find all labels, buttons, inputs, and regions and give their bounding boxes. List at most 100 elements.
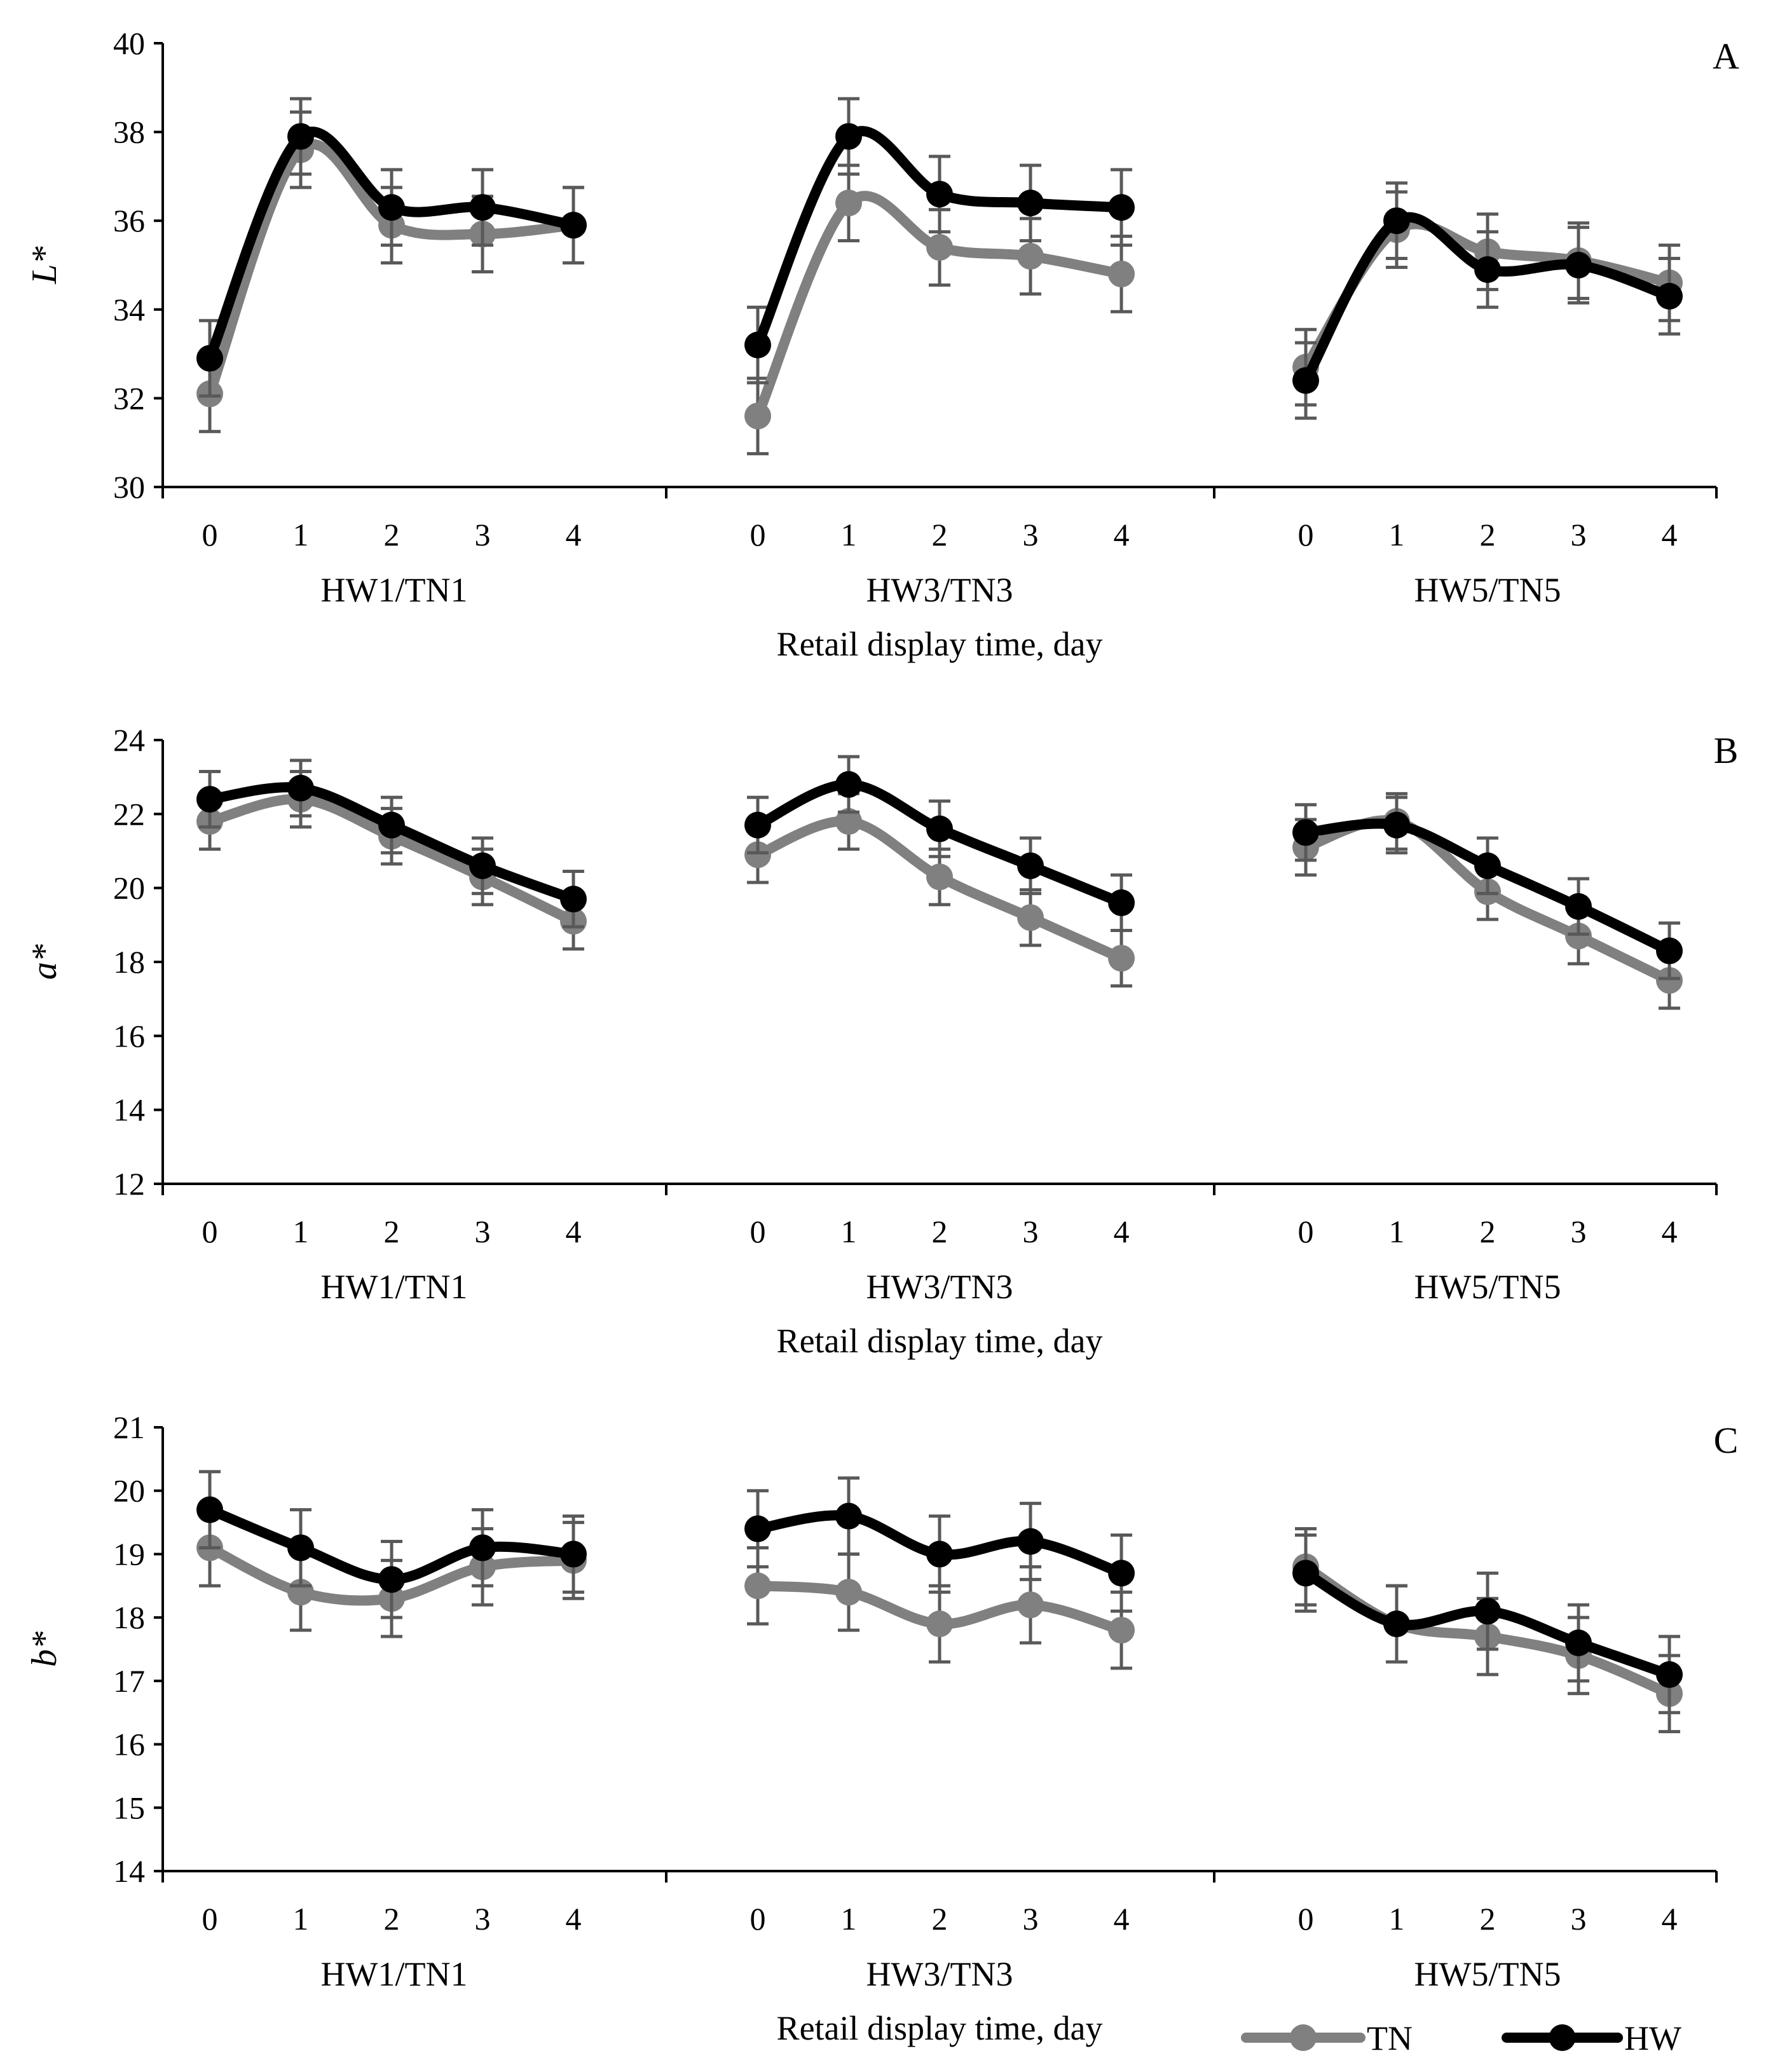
x-tick-label: 4 (1114, 517, 1130, 552)
data-point (835, 1579, 862, 1606)
x-tick-label: 0 (1298, 517, 1314, 552)
data-point (1565, 923, 1592, 950)
y-tick-label: 14 (113, 1092, 145, 1128)
y-tick-label: 22 (113, 796, 145, 832)
data-point (469, 852, 496, 879)
x-tick-label: 0 (202, 1214, 218, 1249)
data-point (744, 1572, 771, 1600)
series-HW (196, 97, 587, 398)
data-point (1017, 189, 1044, 217)
x-axis-title: Retail display time, day (777, 1322, 1103, 1360)
data-point (560, 212, 587, 239)
x-tick-label: 2 (384, 517, 400, 552)
legend-label: HW (1624, 2019, 1681, 2057)
y-tick-label: 32 (113, 380, 145, 416)
x-tick-label: 4 (566, 517, 582, 552)
legend-label: TN (1367, 2019, 1413, 2057)
data-point (1108, 1617, 1135, 1644)
group-HW5/TN5: 0 1 2 3 4 HW5/TN5 (1292, 792, 1683, 1306)
x-tick-label: 0 (202, 1901, 218, 1937)
data-point (1656, 967, 1683, 994)
data-point (835, 123, 862, 150)
data-point (1292, 1560, 1319, 1587)
x-tick-label: 2 (1480, 517, 1496, 552)
data-point (1565, 1629, 1592, 1657)
legend-item-TN: TN (1241, 2019, 1413, 2057)
group-label: HW3/TN3 (866, 571, 1013, 609)
data-point (744, 1515, 771, 1542)
x-tick-label: 0 (750, 517, 766, 552)
data-point (1108, 889, 1135, 916)
x-tick-label: 1 (841, 1901, 857, 1937)
legend-marker (1290, 2024, 1317, 2051)
data-point (1565, 252, 1592, 278)
y-tick-label: 21 (113, 1410, 145, 1445)
data-point (744, 402, 771, 430)
data-point (1383, 207, 1410, 235)
x-tick-label: 3 (475, 1214, 491, 1249)
data-point (1017, 852, 1044, 879)
y-tick-label: 14 (113, 1853, 145, 1889)
x-tick-label: 2 (932, 1901, 948, 1937)
x-tick-label: 1 (293, 517, 309, 552)
x-tick-label: 1 (841, 1214, 857, 1249)
y-tick-label: 36 (113, 203, 145, 238)
group-HW1/TN1: 0 1 2 3 4 HW1/TN1 (196, 97, 587, 609)
data-point (196, 786, 223, 813)
series-HW (1292, 795, 1683, 980)
legend-marker (1549, 2024, 1576, 2051)
data-point (1383, 1610, 1410, 1638)
data-point (1017, 1591, 1044, 1619)
series-TN (744, 1546, 1135, 1670)
group-label: HW3/TN3 (866, 1955, 1013, 1993)
y-axis-title: b* (25, 1631, 64, 1667)
series-line (753, 191, 1126, 422)
group-label: HW5/TN5 (1414, 1268, 1561, 1306)
data-point (835, 807, 862, 835)
y-tick-label: 17 (113, 1663, 145, 1699)
x-tick-label: 3 (475, 1901, 491, 1937)
legend: TN HW (1241, 2019, 1681, 2057)
x-tick-label: 1 (1389, 1214, 1405, 1249)
x-tick-label: 2 (1480, 1901, 1496, 1937)
y-tick-label: 20 (113, 1473, 145, 1509)
legend-item-HW: HW (1502, 2019, 1681, 2057)
data-point (744, 811, 771, 839)
data-point (1108, 945, 1135, 972)
x-tick-label: 4 (1114, 1214, 1130, 1249)
data-point (1108, 194, 1135, 221)
group-HW5/TN5: 0 1 2 3 4 HW5/TN5 (1292, 181, 1683, 609)
data-point (287, 1534, 314, 1561)
data-point (926, 181, 953, 208)
data-point (469, 1534, 496, 1561)
data-point (378, 194, 405, 221)
x-tick-label: 2 (384, 1214, 400, 1249)
data-point (378, 811, 405, 839)
y-tick-label: 19 (113, 1536, 145, 1572)
group-label: HW3/TN3 (866, 1268, 1013, 1306)
data-point (1292, 819, 1319, 846)
x-tick-label: 3 (1571, 1901, 1587, 1937)
group-HW3/TN3: 0 1 2 3 4 HW3/TN3 (744, 755, 1135, 1306)
data-point (1565, 893, 1592, 920)
y-tick-label: 30 (113, 469, 145, 505)
x-tick-label: 0 (750, 1901, 766, 1937)
data-point (378, 1566, 405, 1593)
series-line (205, 127, 578, 364)
data-point (926, 1540, 953, 1568)
data-point (1017, 1528, 1044, 1555)
x-tick-label: 1 (293, 1214, 309, 1249)
series-HW (1292, 181, 1683, 420)
data-point (1383, 811, 1410, 839)
data-point (926, 863, 953, 891)
panel-letter: B (1714, 730, 1739, 771)
x-tick-label: 1 (1389, 517, 1405, 552)
group-HW3/TN3: 0 1 2 3 4 HW3/TN3 (744, 1476, 1135, 1993)
data-point (287, 123, 314, 150)
x-tick-label: 2 (932, 1214, 948, 1249)
data-point (560, 1540, 587, 1568)
data-point (744, 841, 771, 868)
y-tick-label: 18 (113, 944, 145, 980)
